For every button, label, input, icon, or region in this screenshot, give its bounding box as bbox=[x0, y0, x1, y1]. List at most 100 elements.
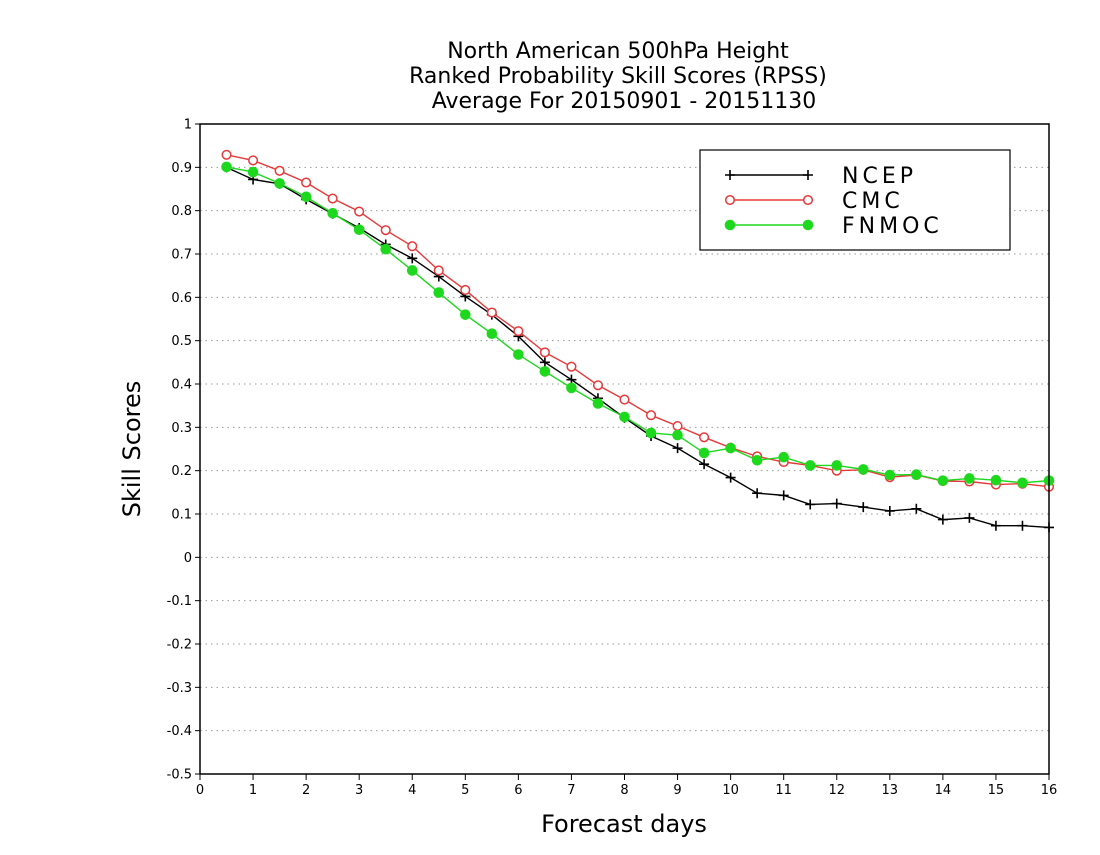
point-cmc-10 bbox=[486, 307, 497, 318]
point-ncep-26 bbox=[911, 503, 922, 514]
point-fnmoc-19 bbox=[725, 442, 736, 454]
x-tick-label-0: 0 bbox=[196, 783, 204, 798]
y-axis-title: Skill Scores bbox=[118, 381, 146, 518]
point-cmc-9 bbox=[460, 284, 471, 296]
point-fnmoc-30 bbox=[1017, 477, 1028, 489]
point-cmc-11 bbox=[513, 326, 524, 337]
point-ncep-29 bbox=[990, 520, 1001, 531]
x-tick-label-6: 6 bbox=[514, 783, 522, 798]
point-cmc-17 bbox=[672, 420, 683, 432]
point-cmc-16 bbox=[645, 410, 657, 421]
point-ncep-23 bbox=[831, 498, 842, 509]
point-fnmoc-2 bbox=[274, 178, 285, 189]
point-ncep-22 bbox=[805, 499, 816, 510]
legend-label-fnmoc: FNMOC bbox=[842, 214, 943, 239]
y-tick-label-9: 0.4 bbox=[171, 378, 192, 393]
point-ncep-30 bbox=[1017, 520, 1028, 531]
y-tick-label-6: 0.1 bbox=[171, 508, 192, 523]
point-fnmoc-24 bbox=[857, 464, 869, 475]
x-tick-label-16: 16 bbox=[1041, 783, 1058, 798]
y-tick-label-7: 0.2 bbox=[171, 464, 192, 479]
point-ncep-20 bbox=[752, 488, 763, 499]
y-tick-label-5: 0 bbox=[184, 551, 192, 566]
point-fnmoc-8 bbox=[433, 287, 445, 298]
grid-lines bbox=[200, 166, 1049, 732]
legend-marker-start-ncep bbox=[725, 170, 735, 180]
data-series bbox=[221, 149, 1055, 533]
x-tick-label-4: 4 bbox=[408, 783, 416, 798]
point-fnmoc-6 bbox=[380, 243, 392, 255]
x-tick-label-1: 1 bbox=[249, 783, 257, 798]
point-fnmoc-21 bbox=[778, 451, 789, 463]
x-tick-label-2: 2 bbox=[302, 783, 310, 798]
point-fnmoc-26 bbox=[911, 469, 922, 480]
point-ncep-21 bbox=[778, 490, 789, 501]
point-cmc-2 bbox=[274, 165, 285, 176]
point-fnmoc-11 bbox=[513, 349, 524, 360]
title-line-2: Ranked Probability Skill Scores (RPSS) bbox=[409, 64, 827, 89]
title-line-1: North American 500hPa Height bbox=[447, 39, 789, 64]
point-ncep-19 bbox=[725, 472, 736, 483]
point-cmc-1 bbox=[248, 155, 259, 166]
y-tick-label-15: 1 bbox=[184, 118, 192, 133]
point-cmc-12 bbox=[539, 347, 550, 358]
x-tick-label-15: 15 bbox=[988, 783, 1005, 798]
point-cmc-13 bbox=[566, 361, 577, 372]
x-tick-label-11: 11 bbox=[775, 783, 792, 798]
point-fnmoc-29 bbox=[990, 474, 1002, 486]
point-cmc-6 bbox=[380, 225, 391, 236]
point-fnmoc-13 bbox=[566, 382, 577, 394]
point-fnmoc-25 bbox=[884, 469, 896, 481]
legend-item-fnmoc: FNMOC bbox=[724, 214, 943, 239]
y-tick-label-13: 0.8 bbox=[171, 204, 192, 219]
point-fnmoc-12 bbox=[539, 366, 551, 377]
point-fnmoc-18 bbox=[698, 447, 710, 459]
point-fnmoc-7 bbox=[406, 265, 418, 276]
axis-ticks: -0.5 -0.4 -0.3 -0.2 -0.1 0 0.1 0.2 0.3 0.4 0.5 0.6 0… bbox=[167, 118, 1058, 799]
x-tick-label-7: 7 bbox=[567, 783, 575, 798]
point-ncep-24 bbox=[858, 502, 869, 513]
point-ncep-12 bbox=[539, 357, 550, 368]
point-fnmoc-1 bbox=[247, 166, 259, 178]
point-fnmoc-20 bbox=[751, 454, 763, 466]
point-cmc-15 bbox=[619, 394, 630, 405]
x-tick-label-9: 9 bbox=[673, 783, 681, 798]
point-fnmoc-23 bbox=[831, 460, 843, 471]
point-cmc-7 bbox=[407, 241, 418, 252]
point-fnmoc-27 bbox=[937, 475, 949, 486]
point-ncep-27 bbox=[937, 514, 948, 525]
x-tick-label-13: 13 bbox=[882, 783, 899, 798]
point-fnmoc-14 bbox=[592, 398, 604, 409]
y-tick-label-14: 0.9 bbox=[171, 161, 192, 176]
legend-marker-end-fnmoc bbox=[802, 219, 814, 231]
legend-label-ncep: NCEP bbox=[842, 164, 917, 189]
point-ncep-17 bbox=[672, 443, 683, 454]
point-cmc-5 bbox=[354, 206, 365, 217]
y-tick-label-1: -0.4 bbox=[167, 724, 192, 739]
x-tick-label-10: 10 bbox=[722, 783, 739, 798]
point-fnmoc-10 bbox=[486, 328, 498, 340]
x-axis-title: Forecast days bbox=[541, 810, 707, 838]
point-cmc-18 bbox=[699, 432, 710, 443]
point-ncep-25 bbox=[884, 505, 895, 516]
legend-label-cmc: CMC bbox=[842, 189, 904, 214]
x-tick-label-3: 3 bbox=[355, 783, 363, 798]
legend-marker-end-cmc bbox=[802, 194, 814, 206]
point-cmc-8 bbox=[433, 265, 444, 276]
y-tick-label-12: 0.7 bbox=[171, 248, 192, 263]
point-fnmoc-28 bbox=[964, 473, 975, 484]
legend-marker-start-cmc bbox=[724, 194, 736, 206]
legend-item-ncep: NCEP bbox=[725, 164, 917, 189]
legend-marker-end-ncep bbox=[803, 170, 813, 180]
point-ncep-18 bbox=[699, 459, 710, 470]
y-tick-label-0: -0.5 bbox=[167, 768, 192, 783]
legend-item-cmc: CMC bbox=[724, 189, 904, 214]
series-fnmoc bbox=[221, 161, 1055, 489]
point-ncep-28 bbox=[964, 512, 975, 523]
x-tick-label-5: 5 bbox=[461, 783, 469, 798]
x-tick-label-12: 12 bbox=[828, 783, 845, 798]
point-ncep-7 bbox=[407, 253, 418, 264]
point-cmc-3 bbox=[301, 177, 312, 188]
